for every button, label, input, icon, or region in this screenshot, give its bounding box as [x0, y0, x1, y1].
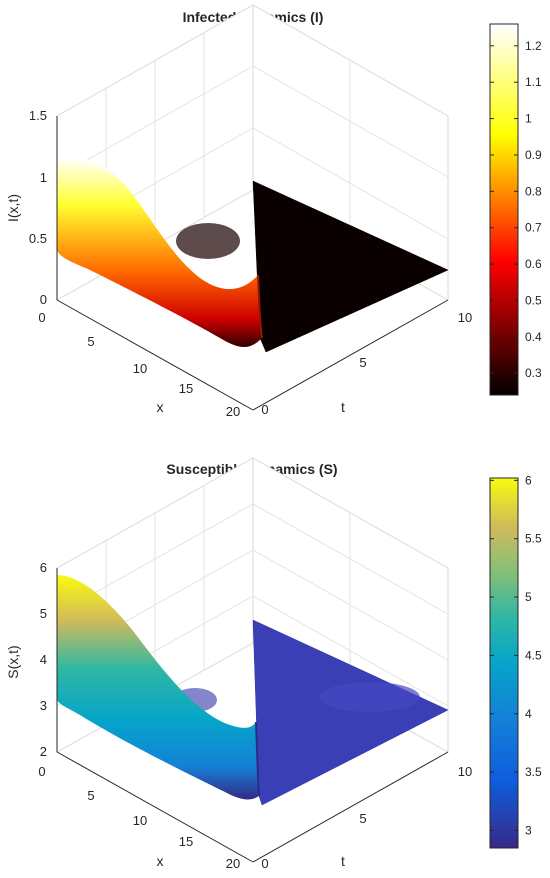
colorbar-tick-label: 4 — [525, 707, 532, 721]
z-tick-label: 0.5 — [29, 231, 47, 246]
z-axis: 6 5 4 3 2 S(x,t) — [5, 560, 47, 759]
x-tick-label: 5 — [87, 788, 94, 803]
colorbar-tick-label: 1.1 — [525, 75, 542, 89]
x-tick-label: 10 — [133, 813, 147, 828]
x-axis-label: x — [157, 853, 164, 869]
initial-profile-ridge — [57, 575, 259, 800]
z-axis-label: S(x,t) — [5, 645, 21, 678]
colorbar-ticks: 0.3 0.4 0.5 0.6 0.7 0.8 0.9 1 1.1 1.2 — [490, 39, 542, 380]
x-tick-label: 10 — [133, 361, 147, 376]
x-tick-label: 15 — [179, 381, 193, 396]
plane-shading — [176, 223, 240, 259]
ridge-edge — [257, 274, 263, 339]
initial-profile-ridge — [57, 157, 262, 347]
x-tick-label: 0 — [38, 764, 45, 779]
infected-plot: Infected Dynamics (I) 1.5 — [5, 4, 542, 419]
steady-plane — [252, 619, 449, 806]
ridge-highlight — [56, 157, 111, 174]
x-axis: 0 5 10 15 20 x — [38, 764, 240, 871]
t-tick-label: 0 — [261, 402, 268, 417]
colorbar-tick-label: 0.3 — [525, 366, 542, 380]
colorbar-tick-label: 4.5 — [525, 648, 542, 662]
axes-lines — [56, 116, 449, 411]
susceptible-plot: Susceptible Dynamics (S) 6 5 — [5, 457, 542, 871]
t-tick-label: 5 — [359, 811, 366, 826]
steady-plane — [252, 180, 449, 353]
z-axis: 1.5 1 0.5 0 I(x,t) — [5, 108, 47, 307]
t-axis-label: t — [341, 853, 345, 869]
x-tick-label: 5 — [87, 334, 94, 349]
colorbar-tick-label: 5 — [525, 590, 532, 604]
t-tick-label: 10 — [458, 764, 472, 779]
x-tick-label: 20 — [226, 404, 240, 419]
colorbar-gradient — [489, 23, 519, 396]
susceptible-surface — [57, 575, 449, 806]
colorbar-susceptible: 3 3.5 4 4.5 5 5.5 6 — [489, 473, 542, 849]
x-tick-label: 0 — [38, 310, 45, 325]
ridge-edge — [255, 721, 260, 797]
t-tick-label: 5 — [359, 355, 366, 370]
colorbar-ticks: 3 3.5 4 4.5 5 5.5 6 — [490, 473, 542, 837]
colorbar-tick-label: 6 — [525, 473, 532, 487]
t-axis: 0 5 10 t — [261, 310, 472, 417]
x-axis-label: x — [157, 399, 164, 415]
colorbar-tick-label: 3 — [525, 823, 532, 837]
colorbar-tick-label: 1.2 — [525, 39, 542, 53]
colorbar-tick-label: 0.7 — [525, 221, 542, 235]
z-tick-label: 1.5 — [29, 108, 47, 123]
t-axis-label: t — [341, 399, 345, 415]
colorbar-gradient — [489, 477, 519, 849]
z-tick-label: 3 — [40, 698, 47, 713]
colorbar-tick-label: 1 — [525, 112, 532, 126]
z-axis-label: I(x,t) — [5, 194, 21, 222]
z-tick-label: 0 — [40, 292, 47, 307]
colorbar-tick-label: 0.8 — [525, 184, 542, 198]
x-tick-label: 20 — [226, 856, 240, 871]
colorbar-tick-label: 0.5 — [525, 293, 542, 307]
t-tick-label: 0 — [261, 856, 268, 871]
axes-lines — [56, 568, 449, 863]
colorbar-tick-label: 5.5 — [525, 532, 542, 546]
t-axis: 0 5 10 t — [261, 764, 472, 871]
z-tick-label: 4 — [40, 652, 47, 667]
infected-surface — [56, 157, 449, 353]
colorbar-tick-label: 0.6 — [525, 257, 542, 271]
z-tick-label: 2 — [40, 744, 47, 759]
plane-shading — [320, 682, 420, 712]
x-tick-label: 15 — [179, 834, 193, 849]
x-axis: 0 5 10 15 20 x — [38, 310, 240, 419]
colorbar-tick-label: 3.5 — [525, 765, 542, 779]
z-tick-label: 5 — [40, 606, 47, 621]
colorbar-infected: 0.3 0.4 0.5 0.6 0.7 0.8 0.9 1 1.1 1.2 — [489, 23, 542, 396]
colorbar-tick-label: 0.4 — [525, 330, 542, 344]
t-tick-label: 10 — [458, 310, 472, 325]
z-tick-label: 6 — [40, 560, 47, 575]
colorbar-tick-label: 0.9 — [525, 148, 542, 162]
z-tick-label: 1 — [40, 170, 47, 185]
